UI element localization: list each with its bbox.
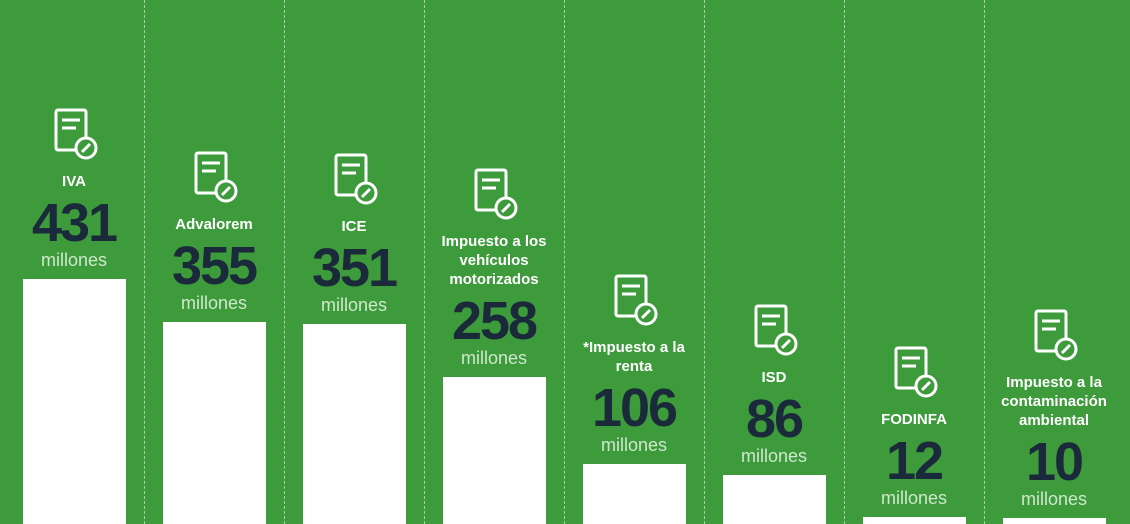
bar: [442, 377, 546, 524]
icon: [322, 147, 386, 211]
column: FODINFA 12 millones: [844, 0, 984, 524]
bar: [722, 475, 826, 524]
column: Advalorem 355 millones: [144, 0, 284, 524]
category-label: FODINFA: [881, 411, 947, 429]
separator: [704, 0, 705, 524]
bar: [862, 517, 966, 524]
icon: [602, 268, 666, 332]
category-label: Impuesto a los vehículos motorizados: [441, 233, 547, 289]
separator: [424, 0, 425, 524]
icon: [42, 102, 106, 166]
bar: [582, 463, 686, 524]
value-label: 355: [171, 236, 258, 297]
unit-label: millones: [460, 348, 528, 369]
value-label: 106: [591, 377, 678, 438]
bar: [162, 322, 266, 524]
bar: [1002, 518, 1106, 524]
bar: [22, 279, 126, 524]
category-label: ISD: [761, 369, 787, 387]
icon: [462, 162, 526, 226]
value-label: 351: [311, 238, 398, 299]
category-label: IVA: [62, 173, 86, 190]
category-label: Advalorem: [175, 216, 253, 234]
category-label: ICE: [341, 218, 367, 236]
unit-label: millones: [600, 434, 668, 455]
icon: [182, 145, 246, 209]
column: *Impuesto a la renta 106 millones: [564, 0, 704, 524]
column: Impuesto a los vehículos motorizados 258 m…: [424, 0, 564, 524]
icon: [742, 298, 806, 362]
unit-label: millones: [180, 293, 248, 314]
unit-label: millones: [320, 295, 388, 316]
value-label: 12: [885, 431, 944, 492]
unit-label: millones: [880, 488, 948, 509]
value-label: 10: [1025, 432, 1084, 493]
separator: [144, 0, 145, 524]
column: ICE 351 millones: [284, 0, 424, 524]
unit-label: millones: [740, 446, 808, 467]
value-label: 86: [745, 389, 804, 450]
separator: [844, 0, 845, 524]
separator: [564, 0, 565, 524]
icon: [1022, 303, 1086, 367]
value-label: 258: [451, 291, 538, 352]
bar: [302, 324, 406, 524]
category-label: Impuesto a la contaminación ambiental: [1001, 374, 1107, 430]
unit-label: millones: [1020, 489, 1088, 510]
icon: [882, 340, 946, 404]
separator: [284, 0, 285, 524]
separator: [984, 0, 985, 524]
column: ISD 86 millones: [704, 0, 844, 524]
category-label: *Impuesto a la renta: [583, 338, 685, 375]
value-label: 431: [31, 193, 118, 253]
unit-label: millones: [40, 250, 108, 270]
column: IVA 431 millones: [4, 0, 144, 524]
column: Impuesto a la contaminación ambiental 10 m…: [984, 0, 1124, 524]
